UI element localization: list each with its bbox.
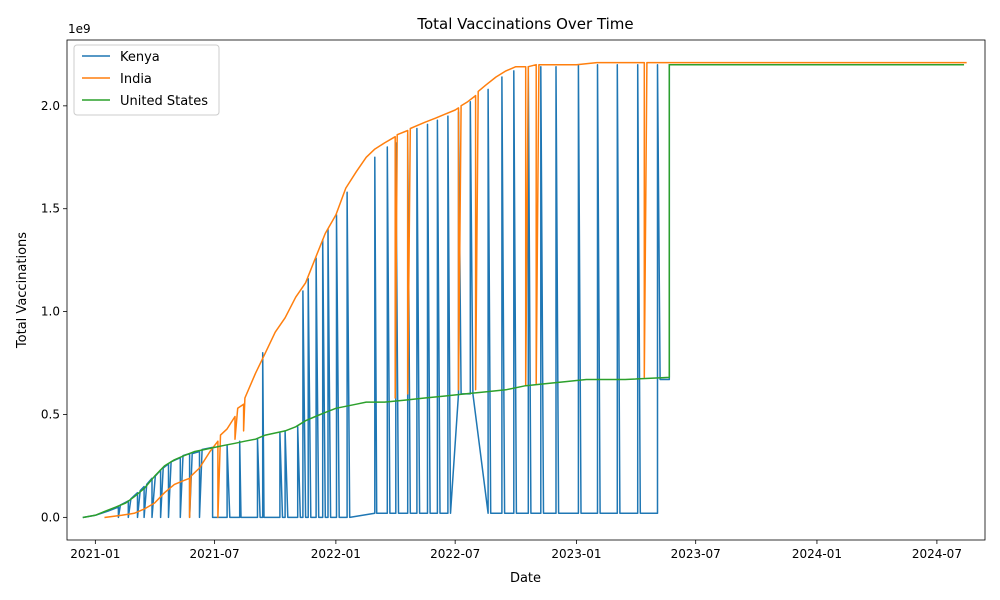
- y-tick-label: 1.0: [41, 305, 60, 319]
- chart-title: Total Vaccinations Over Time: [416, 15, 633, 33]
- x-tick-label: 2023-01: [551, 547, 601, 561]
- y-tick-label: 2.0: [41, 99, 60, 113]
- y-tick-label: 0.5: [41, 407, 60, 421]
- y-scale-label: 1e9: [68, 22, 91, 36]
- x-tick-label: 2024-01: [792, 547, 842, 561]
- plot-area: [66, 39, 986, 541]
- x-tick-label: 2024-07: [912, 547, 962, 561]
- legend-label: India: [120, 72, 152, 87]
- x-tick-label: 2022-01: [311, 547, 361, 561]
- series-group: [82, 61, 967, 519]
- y-axis-label: Total Vaccinations: [15, 232, 30, 349]
- y-tick-label: 0.0: [41, 510, 60, 524]
- x-axis: 2021-01 2021-07 2022-01 2022-07 2023-01 2023-…: [70, 540, 962, 561]
- legend: Kenya India United States: [73, 44, 220, 116]
- x-axis-label: Date: [510, 571, 541, 586]
- series-line-india: [104, 61, 967, 519]
- legend-label: Kenya: [120, 50, 160, 65]
- y-tick-label: 1.5: [41, 202, 60, 216]
- x-tick-label: 2022-07: [430, 547, 480, 561]
- x-tick-label: 2021-07: [190, 547, 240, 561]
- legend-label: United States: [120, 94, 208, 109]
- x-tick-label: 2023-07: [671, 547, 721, 561]
- axes-frame: [66, 39, 986, 541]
- y-axis: 0.0 0.5 1.0 1.5 2.0: [41, 99, 67, 524]
- legend-box: [73, 44, 220, 116]
- x-tick-label: 2021-01: [70, 547, 120, 561]
- series-line-united-states: [82, 63, 965, 519]
